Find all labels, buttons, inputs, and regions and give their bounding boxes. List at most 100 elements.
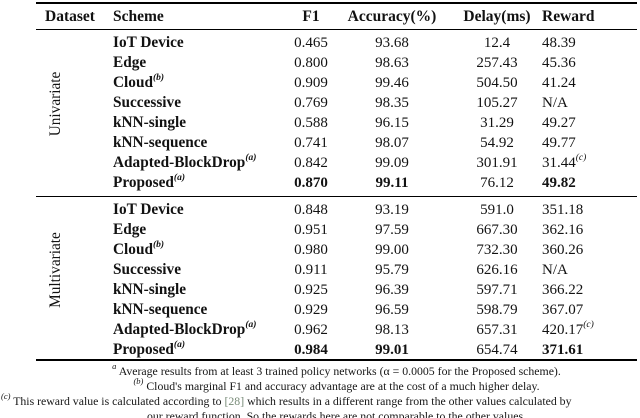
scheme-superscript: (a) [245, 152, 257, 163]
accuracy-cell: 98.07 [375, 135, 409, 151]
f1-cell: 0.741 [294, 135, 328, 151]
f1-cell: 0.842 [294, 155, 328, 171]
scheme-superscript: (b) [152, 239, 165, 250]
delay-cell: 31.29 [480, 115, 514, 131]
accuracy-cell: 93.68 [375, 35, 409, 51]
f1-cell: 0.929 [294, 302, 328, 318]
dataset-label-univariate: Univariate [47, 71, 64, 137]
f1-cell: 0.925 [294, 282, 328, 298]
section-univariate: IoT Device 0.465 93.68 12.4 48.39 Edge 0… [0, 33, 640, 193]
col-header-scheme: Scheme [113, 8, 164, 25]
table-row: IoT Device 0.848 93.19 591.0 351.18 [0, 200, 640, 220]
footnote-c-text-before: This reward value is calculated accordin… [13, 394, 225, 408]
table-row: Edge 0.800 98.63 257.43 45.36 [0, 53, 640, 73]
f1-cell: 0.984 [294, 342, 328, 358]
delay-cell: 626.16 [476, 262, 518, 278]
delay-cell: 504.50 [476, 75, 518, 91]
table-row: kNN-single 0.588 96.15 31.29 49.27 [0, 113, 640, 133]
delay-cell: 598.79 [476, 302, 518, 318]
scheme-cell: Successive [113, 261, 181, 278]
scheme-cell: Adapted-BlockDrop(a) [113, 152, 257, 171]
table-row: Adapted-BlockDrop(a) 0.842 99.09 301.91 … [0, 153, 640, 173]
table-row: kNN-sequence 0.929 96.59 598.79 367.07 [0, 300, 640, 320]
reward-superscript: (c) [583, 320, 594, 330]
reward-cell: 351.18 [542, 202, 584, 218]
footnote-b-text: Cloud's marginal F1 and accuracy advanta… [146, 379, 540, 393]
footnote-b: (b) Cloud's marginal F1 and accuracy adv… [36, 377, 637, 393]
table-row: kNN-sequence 0.741 98.07 54.92 49.77 [0, 133, 640, 153]
footnote-c-text-after: which results in a different range from … [244, 394, 572, 408]
f1-cell: 0.951 [294, 222, 328, 238]
accuracy-cell: 93.19 [375, 202, 409, 218]
section-separator-rule [36, 195, 637, 197]
scheme-cell: IoT Device [113, 201, 184, 218]
f1-cell: 0.909 [294, 75, 328, 91]
col-header-f1: F1 [302, 8, 320, 25]
footnote-a: a Average results from at least 3 traine… [36, 362, 637, 378]
reward-cell: 45.36 [542, 55, 576, 71]
delay-cell: 76.12 [480, 175, 514, 191]
table-row: Proposed(a) 0.984 99.01 654.74 371.61 [0, 340, 640, 360]
col-header-accuracy: Accuracy(%) [347, 8, 437, 25]
scheme-superscript: (a) [245, 319, 257, 330]
accuracy-cell: 96.59 [375, 302, 409, 318]
table-row: kNN-single 0.925 96.39 597.71 366.22 [0, 280, 640, 300]
scheme-cell: kNN-sequence [113, 301, 208, 318]
scheme-cell: Cloud(b) [113, 72, 165, 91]
reward-cell: 49.27 [542, 115, 576, 131]
reward-cell: 41.24 [542, 75, 576, 91]
delay-cell: 301.91 [476, 155, 518, 171]
table-row: Adapted-BlockDrop(a) 0.962 98.13 657.31 … [0, 320, 640, 340]
accuracy-cell: 99.09 [375, 155, 409, 171]
table-row: IoT Device 0.465 93.68 12.4 48.39 [0, 33, 640, 53]
f1-cell: 0.962 [294, 322, 328, 338]
accuracy-cell: 96.15 [375, 115, 409, 131]
accuracy-cell: 98.13 [375, 322, 409, 338]
f1-cell: 0.980 [294, 242, 328, 258]
accuracy-cell: 98.35 [375, 95, 409, 111]
accuracy-cell: 99.11 [375, 175, 409, 191]
col-header-reward: Reward [542, 8, 595, 25]
reward-cell: 49.77 [542, 135, 576, 151]
table-bottom-rule [36, 359, 637, 361]
footnote-c: (c) This reward value is calculated acco… [1, 391, 572, 408]
reward-cell: 362.16 [542, 222, 584, 238]
delay-cell: 591.0 [480, 202, 514, 218]
reward-cell: 371.61 [542, 342, 584, 358]
scheme-cell: IoT Device [113, 34, 184, 51]
delay-cell: 12.4 [483, 35, 511, 51]
reward-cell: 31.44(c) [542, 153, 587, 171]
scheme-cell: Edge [113, 221, 147, 238]
reward-cell: 48.39 [542, 35, 576, 51]
scheme-cell: Cloud(b) [113, 239, 165, 258]
reward-cell: 49.82 [542, 175, 576, 191]
f1-cell: 0.465 [294, 35, 328, 51]
scheme-cell: Proposed(a) [113, 172, 185, 191]
accuracy-cell: 99.01 [375, 342, 409, 358]
scheme-cell: Adapted-BlockDrop(a) [113, 319, 257, 338]
accuracy-cell: 95.79 [375, 262, 409, 278]
footnote-c-marker: (c) [1, 391, 11, 402]
footnote-a-text: Average results from at least 3 trained … [118, 364, 561, 378]
header-rule [36, 28, 637, 30]
scheme-cell: Successive [113, 94, 181, 111]
table-row: Cloud(b) 0.980 99.00 732.30 360.26 [0, 240, 640, 260]
reward-superscript: (c) [575, 153, 587, 163]
footnote-c-continued: our reward function. So the rewards here… [147, 409, 526, 418]
table-top-rule [36, 2, 637, 4]
reward-cell: N/A [542, 95, 568, 111]
scheme-cell: Edge [113, 54, 147, 71]
reward-cell: 360.26 [542, 242, 584, 258]
accuracy-cell: 97.59 [375, 222, 409, 238]
table-row: Cloud(b) 0.909 99.46 504.50 41.24 [0, 73, 640, 93]
f1-cell: 0.769 [294, 95, 328, 111]
accuracy-cell: 96.39 [375, 282, 409, 298]
f1-cell: 0.870 [294, 175, 328, 191]
citation-28-link[interactable]: [28] [224, 394, 245, 408]
f1-cell: 0.848 [294, 202, 328, 218]
delay-cell: 732.30 [476, 242, 518, 258]
scheme-cell: kNN-single [113, 114, 187, 131]
delay-cell: 597.71 [476, 282, 518, 298]
col-header-delay: Delay(ms) [463, 8, 531, 25]
